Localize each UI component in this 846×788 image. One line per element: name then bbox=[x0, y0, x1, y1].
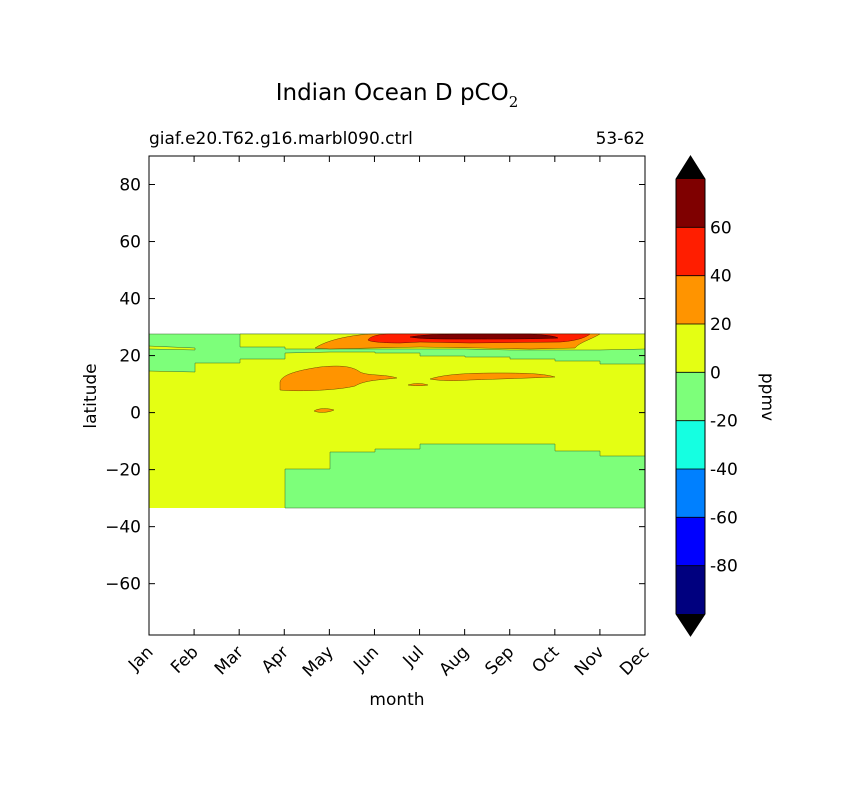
x-tick-label: Nov bbox=[571, 642, 609, 680]
colorbar-segment bbox=[676, 275, 705, 324]
y-tick-label: 80 bbox=[119, 176, 141, 196]
colorbar-segment bbox=[676, 517, 705, 566]
y-ticks: 80 60 40 20 0 −20 −40 −60 bbox=[105, 176, 645, 595]
colorbar-segment bbox=[676, 179, 705, 228]
y-tick-label: −40 bbox=[105, 518, 141, 538]
y-tick-label: −60 bbox=[105, 575, 141, 595]
colorbar-tick-label: -40 bbox=[710, 460, 738, 480]
x-tick-label: May bbox=[299, 642, 338, 681]
subtitle-left: giaf.e20.T62.g16.marbl090.ctrl bbox=[149, 129, 413, 149]
plot-frame bbox=[148, 155, 646, 636]
x-tick-label: Jun bbox=[349, 642, 383, 676]
contour-region-orange-patch-4 bbox=[313, 408, 335, 413]
contour-plot: 80 60 40 20 0 −20 −40 −60 Jan Feb Mar Apr May Jun Jul… bbox=[105, 155, 654, 681]
x-tick-label: Jan bbox=[124, 642, 157, 675]
x-tick-label: Aug bbox=[436, 642, 474, 680]
colorbar-tick-label: 20 bbox=[710, 315, 732, 335]
x-tick-label: Oct bbox=[528, 642, 563, 677]
colorbar-segment bbox=[676, 324, 705, 373]
contour-region-orange-patch-2 bbox=[429, 372, 556, 381]
colorbar-tick-label: 0 bbox=[710, 363, 721, 383]
colorbar-segment bbox=[676, 227, 705, 276]
colorbar-segment bbox=[676, 372, 705, 421]
y-axis-label: latitude bbox=[81, 363, 101, 428]
contour-region-darkred bbox=[409, 333, 559, 340]
y-tick-label: 60 bbox=[119, 233, 141, 253]
x-axis-label: month bbox=[369, 690, 424, 710]
y-tick-label: −20 bbox=[105, 461, 141, 481]
x-tick-label: Feb bbox=[167, 642, 202, 677]
chart-title: Indian Ocean D pCO2 bbox=[276, 80, 519, 111]
colorbar-label: ppmv bbox=[757, 373, 777, 421]
x-tick-label: Jul bbox=[399, 642, 428, 671]
x-tick-label: Dec bbox=[616, 642, 653, 679]
colorbar-extend-high bbox=[676, 156, 705, 179]
colorbar-tick-label: -60 bbox=[710, 508, 738, 528]
y-tick-label: 20 bbox=[119, 347, 141, 367]
subtitle-right: 53-62 bbox=[596, 129, 645, 149]
colorbar-segment bbox=[676, 469, 705, 518]
contour-region-orange-patch-3 bbox=[407, 383, 429, 386]
colorbar-tick-label: -80 bbox=[710, 557, 738, 577]
y-tick-label: 0 bbox=[130, 404, 141, 424]
colorbar-extend-low bbox=[676, 614, 705, 636]
x-tick-label: Apr bbox=[258, 642, 293, 677]
x-tick-label: Mar bbox=[211, 642, 248, 679]
colorbar-segment bbox=[676, 565, 705, 614]
colorbar-tick-label: 60 bbox=[710, 218, 732, 238]
contour-region-green-south bbox=[284, 443, 646, 509]
colorbar-segment bbox=[676, 420, 705, 469]
y-tick-label: 40 bbox=[119, 290, 141, 310]
colorbar-outline bbox=[675, 155, 706, 637]
colorbar-tick-label: 40 bbox=[710, 267, 732, 287]
x-tick-label: Sep bbox=[481, 642, 518, 679]
colorbar: 60 40 20 0 -20 -40 -60 -80 bbox=[675, 155, 738, 637]
contour-region-orange-patch-1 bbox=[279, 365, 398, 392]
colorbar-tick-label: -20 bbox=[710, 412, 738, 432]
